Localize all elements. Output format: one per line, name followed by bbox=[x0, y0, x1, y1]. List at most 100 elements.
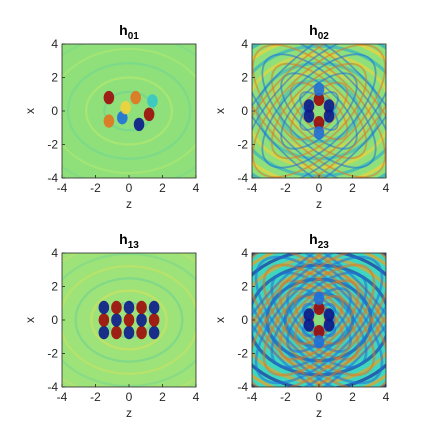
core-blob bbox=[103, 90, 115, 105]
y-tick-label: -4 bbox=[237, 171, 248, 185]
interference-ring bbox=[85, 76, 173, 146]
x-tick-label: 2 bbox=[349, 181, 356, 195]
x-tick-label: 4 bbox=[193, 390, 200, 404]
x-tick-label: 2 bbox=[159, 181, 166, 195]
diagonal-lobe bbox=[252, 44, 386, 178]
diagonal-lobe bbox=[286, 287, 352, 353]
core-blob bbox=[147, 94, 158, 108]
core-blob bbox=[136, 300, 147, 315]
x-tick-label: -4 bbox=[57, 181, 68, 195]
x-axis-label: z bbox=[316, 197, 322, 211]
diagonal-lobe bbox=[262, 263, 376, 377]
interference-ring bbox=[90, 289, 168, 351]
diagonal-lobe bbox=[289, 81, 349, 141]
core-blob bbox=[148, 325, 160, 340]
y-tick-label: -2 bbox=[47, 138, 58, 152]
x-tick-label: 4 bbox=[193, 181, 200, 195]
core-blob bbox=[148, 300, 160, 315]
core-blob bbox=[313, 335, 325, 349]
y-axis-label: x bbox=[213, 108, 227, 114]
diagonal-lobe bbox=[252, 44, 386, 178]
x-tick-label: 0 bbox=[316, 390, 323, 404]
diagonal-lobe bbox=[252, 253, 386, 387]
panel-title-subscript: 02 bbox=[318, 31, 330, 42]
x-axis-label: z bbox=[126, 406, 132, 420]
y-tick-label: -2 bbox=[237, 138, 248, 152]
heatmap-panel-13: -4 -2 0 2 4 -4 -2 0 2 4 z x h13 bbox=[23, 231, 200, 420]
diagonal-lobe bbox=[252, 253, 386, 387]
diagonal-lobe bbox=[270, 271, 368, 369]
y-tick-label: 0 bbox=[51, 313, 58, 327]
x-tick-label: 4 bbox=[383, 181, 390, 195]
diagonal-lobe bbox=[270, 62, 368, 160]
x-tick-label: 0 bbox=[316, 181, 323, 195]
y-tick-label: 2 bbox=[51, 71, 58, 85]
y-axis-label: x bbox=[213, 317, 227, 323]
heatmap-image bbox=[62, 44, 196, 178]
y-tick-label: 4 bbox=[241, 246, 248, 260]
y-tick-label: 2 bbox=[241, 71, 248, 85]
core-blob bbox=[323, 308, 335, 322]
diagonal-lobe bbox=[252, 44, 386, 178]
panel-title: h02 bbox=[309, 22, 329, 42]
diagonal-lobe bbox=[270, 62, 368, 160]
core-blob bbox=[323, 318, 335, 332]
core-blob bbox=[133, 117, 145, 132]
diagonal-lobe bbox=[254, 255, 384, 385]
x-tick-label: 4 bbox=[383, 390, 390, 404]
core-blob bbox=[111, 325, 122, 340]
interference-ring bbox=[252, 263, 386, 377]
panel-title-main: h bbox=[309, 22, 318, 38]
core-blob bbox=[313, 301, 325, 315]
core-blob bbox=[123, 313, 135, 327]
x-tick-label: 2 bbox=[349, 390, 356, 404]
heatmap-panel-01: -4 -2 0 2 4 -4 -2 0 2 4 z x h01 bbox=[23, 22, 200, 211]
y-tick-label: -4 bbox=[47, 380, 58, 394]
core-blob bbox=[117, 111, 128, 125]
core-blob bbox=[98, 300, 110, 315]
heatmap-image bbox=[62, 253, 196, 387]
y-tick-label: 2 bbox=[241, 280, 248, 294]
diagonal-lobe bbox=[252, 253, 386, 387]
panel-title-main: h bbox=[119, 22, 128, 38]
x-tick-label: -4 bbox=[57, 390, 68, 404]
y-tick-label: 0 bbox=[241, 313, 248, 327]
interference-ring bbox=[66, 62, 192, 160]
core-blob bbox=[136, 325, 147, 340]
panel-title: h01 bbox=[119, 22, 139, 42]
interference-ring bbox=[256, 61, 382, 161]
core-blob bbox=[143, 107, 155, 122]
y-tick-label: 0 bbox=[241, 104, 248, 118]
x-tick-label: -2 bbox=[90, 181, 101, 195]
core-blob bbox=[303, 109, 315, 123]
core-blob bbox=[148, 313, 160, 327]
heatmap-image bbox=[252, 44, 386, 178]
core-blob bbox=[123, 300, 135, 315]
diagonal-lobe bbox=[262, 263, 376, 377]
core-blob bbox=[303, 308, 315, 322]
x-tick-label: -2 bbox=[90, 390, 101, 404]
y-tick-label: -2 bbox=[47, 347, 58, 361]
core-blob bbox=[313, 104, 325, 118]
y-tick-label: 2 bbox=[51, 280, 58, 294]
core-blob bbox=[313, 325, 325, 339]
x-axis-label: z bbox=[126, 197, 132, 211]
panel-title: h23 bbox=[309, 231, 329, 251]
x-tick-label: 0 bbox=[126, 390, 133, 404]
y-tick-label: 0 bbox=[51, 104, 58, 118]
interference-ring bbox=[278, 78, 360, 144]
panel-title: h13 bbox=[119, 231, 139, 251]
panel-title-main: h bbox=[119, 231, 128, 247]
heatmap-panel-23: -4 -2 0 2 4 -4 -2 0 2 4 z x h23 bbox=[213, 231, 390, 420]
diagonal-lobe bbox=[252, 253, 386, 387]
panel-title-subscript: 23 bbox=[318, 240, 330, 251]
interference-ring bbox=[252, 256, 386, 384]
core-blob bbox=[313, 313, 325, 327]
panel-title-main: h bbox=[309, 231, 318, 247]
core-blob bbox=[130, 90, 141, 105]
y-axis-label: x bbox=[23, 317, 37, 323]
diagonal-lobe bbox=[252, 44, 386, 178]
diagonal-lobe bbox=[261, 53, 377, 169]
